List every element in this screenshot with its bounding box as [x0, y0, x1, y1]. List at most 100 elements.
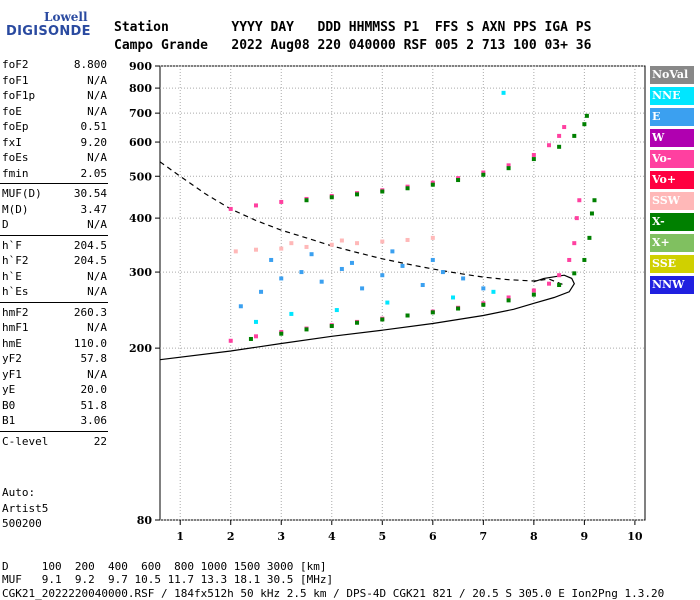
echo-point-ssw	[304, 244, 309, 249]
echo-point-x-f2-echo	[430, 182, 435, 187]
y-tick-label: 200	[129, 342, 152, 355]
echo-point-vo-f2-echo	[531, 152, 536, 157]
legend-item-nnw: NNW	[650, 276, 694, 294]
param-row: C-level 22	[2, 435, 107, 451]
y-tick-label: 300	[129, 266, 152, 279]
param-value: N/A	[87, 89, 107, 102]
header-values: Campo Grande 2022 Aug08 220 040000 RSF 0…	[114, 38, 592, 53]
param-value: 30.54	[73, 187, 107, 200]
echo-point-x-	[592, 198, 597, 203]
echo-point-x-	[456, 306, 461, 311]
param-value: 51.8	[80, 398, 108, 412]
echo-point-vo-	[574, 216, 579, 221]
echo-point-x-f2-echo	[582, 122, 587, 127]
echo-point-x-	[557, 283, 562, 288]
autoscaler-label: Auto:	[2, 486, 36, 499]
param-name: yF1	[2, 367, 22, 381]
echo-point-e	[349, 260, 354, 265]
param-name: h`F2	[2, 254, 29, 267]
echo-point-e	[279, 276, 284, 281]
param-row: hmF1 N/A	[2, 321, 107, 337]
echo-point-vo-f2-echo	[228, 206, 233, 211]
echo-point-x-f2-echo	[304, 198, 309, 203]
param-row: h`E N/A	[2, 270, 107, 286]
echo-point-vo-f2-echo	[279, 199, 284, 204]
plot-frame	[159, 65, 646, 521]
echo-point-nne	[385, 300, 390, 305]
echo-point-x-	[405, 313, 410, 318]
echo-point-vo-f2-echo	[557, 133, 562, 138]
echo-point-x-	[531, 292, 536, 297]
param-value: 9.20	[80, 135, 108, 149]
param-value: 260.3	[73, 305, 107, 319]
x-tick-label: 2	[227, 530, 235, 543]
param-value: N/A	[87, 218, 107, 231]
legend-item-e: E	[650, 108, 694, 126]
param-name: h`E	[2, 269, 22, 283]
y-tick-label: 80	[137, 514, 153, 527]
param-separator	[0, 301, 108, 303]
echo-point-e	[380, 273, 385, 278]
param-name: foE	[2, 104, 22, 118]
param-name: foF1	[2, 73, 29, 87]
echo-point-vo-f2-echo	[547, 143, 552, 148]
echo-point-vo-f2-echo	[253, 203, 258, 208]
param-name: hmF2	[2, 305, 29, 319]
x-tick-label: 8	[530, 530, 538, 543]
y-tick-label: 400	[129, 212, 152, 225]
param-name: C-level	[2, 434, 49, 448]
autoscaler-version: 500200	[2, 517, 42, 530]
echo-point-e	[269, 257, 274, 262]
param-row: fmin 2.05	[2, 167, 107, 183]
footer-d-row: D 100 200 400 600 800 1000 1500 3000 [km…	[2, 560, 327, 573]
x-tick-label: 7	[480, 530, 488, 543]
param-name: yE	[2, 383, 16, 396]
echo-point-x-f2-echo	[380, 189, 385, 194]
echo-point-e	[360, 286, 365, 291]
echo-point-x-	[279, 331, 284, 336]
echo-point-x-f2-echo	[557, 144, 562, 149]
echo-point-ssw	[289, 241, 294, 246]
footer-info: CGK21_2022220040000.RSF / 184fx512h 50 k…	[2, 587, 665, 600]
param-value: N/A	[87, 367, 107, 381]
echo-point-x-	[572, 271, 577, 276]
echo-point-e	[238, 304, 243, 309]
x-tick-label: 10	[627, 530, 643, 543]
echo-point-vo-	[253, 334, 258, 339]
echo-point-ssw	[355, 241, 360, 246]
param-row: M(D) 3.47	[2, 203, 107, 219]
echo-point-x-	[589, 211, 594, 216]
param-separator	[0, 234, 108, 236]
echo-point-nne	[253, 319, 258, 324]
echo-point-vo-f2-echo	[481, 170, 486, 175]
y-tick-label: 500	[129, 170, 152, 183]
echo-point-x-f2-echo	[506, 166, 511, 171]
legend-item-sse: SSE	[650, 255, 694, 273]
param-name: hmF1	[2, 321, 29, 334]
echo-point-vo-	[557, 273, 562, 278]
param-row: yE 20.0	[2, 383, 107, 399]
legend-item-x-: X-	[650, 213, 694, 231]
echo-point-x-f2-echo	[572, 133, 577, 138]
echo-point-e	[481, 286, 486, 291]
legend-item-vo-: Vo+	[650, 171, 694, 189]
param-row: yF1 N/A	[2, 368, 107, 384]
param-value: N/A	[87, 104, 107, 118]
y-tick-label: 800	[129, 82, 152, 95]
echo-point-x-f2-echo	[481, 172, 486, 177]
echo-point-e	[299, 270, 304, 275]
echo-point-x-	[380, 317, 385, 322]
echo-point-x-	[329, 324, 334, 329]
echo-point-e	[319, 279, 324, 284]
param-row: hmE 110.0	[2, 337, 107, 353]
param-separator	[0, 430, 108, 432]
param-row: foF2 8.800	[2, 58, 107, 74]
autoscaler-name: Artist5	[2, 502, 49, 515]
model-line	[159, 161, 565, 286]
param-row: h`F 204.5	[2, 239, 107, 255]
param-value: 3.06	[80, 414, 108, 427]
echo-point-ssw	[339, 238, 344, 243]
param-value: 0.51	[80, 120, 108, 133]
param-name: foEs	[2, 151, 29, 164]
